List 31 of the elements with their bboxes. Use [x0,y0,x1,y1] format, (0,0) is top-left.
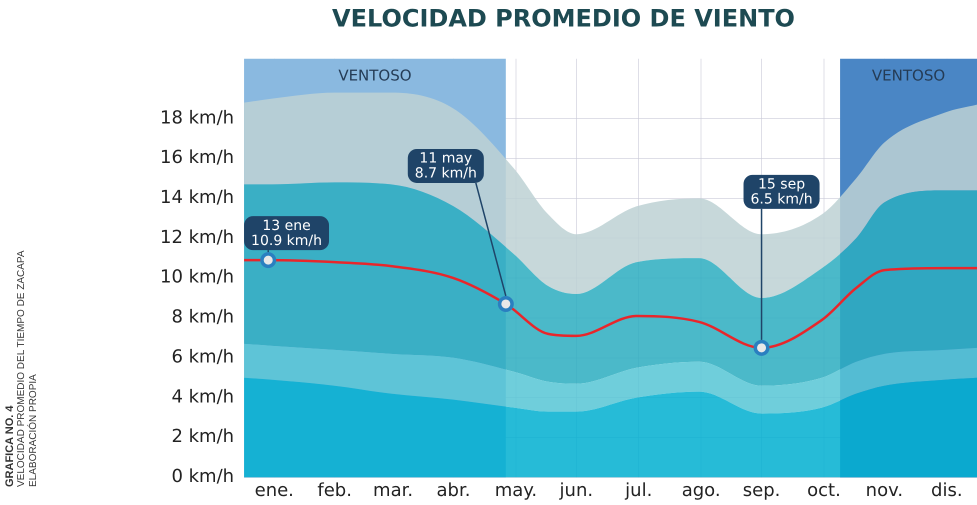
x-tick-label: mar. [373,480,414,501]
y-tick-label: 14 km/h [160,187,234,208]
y-tick-label: 4 km/h [171,386,234,408]
y-tick-label: 18 km/h [160,107,234,128]
y-tick-label: 0 km/h [171,466,234,488]
y-tick-label: 8 km/h [171,306,234,328]
x-tick-label: ene. [254,480,294,501]
band-label: VENTOSO [338,66,412,85]
x-tick-label: oct. [807,480,841,501]
chart-title: VELOCIDAD PROMEDIO DE VIENTO [332,4,795,33]
y-tick-label: 6 km/h [171,346,234,368]
y-tick-label: 2 km/h [171,426,234,448]
band-label: VENTOSO [872,66,946,85]
x-tick-label: sep. [742,480,780,501]
x-tick-label: dis. [931,480,963,501]
x-tick-label: feb. [317,480,352,501]
x-tick-label: nov. [866,480,904,501]
y-tick-label: 16 km/h [160,147,234,168]
y-tick-label: 10 km/h [160,266,234,288]
x-tick-label: abr. [436,480,470,501]
x-tick-label: jul. [624,480,652,501]
annotation: 15 sep 6.5 km/h [750,176,813,208]
text: VELOCIDAD PROMEDIO DEL TIEMPO DE ZACAPA [16,249,27,487]
annotation: 13 ene 10.9 km/h [251,218,322,249]
text: GRAFICA NO. 4 [4,404,16,487]
x-tick-label: ago. [682,480,721,501]
y-tick-label: 12 km/h [160,226,234,248]
text: ELABORACIÓN PROPIA [28,373,40,487]
annotation: 11 may 8.7 km/h [414,150,477,182]
x-tick-label: may. [494,480,538,501]
x-tick-label: jun. [558,480,594,501]
